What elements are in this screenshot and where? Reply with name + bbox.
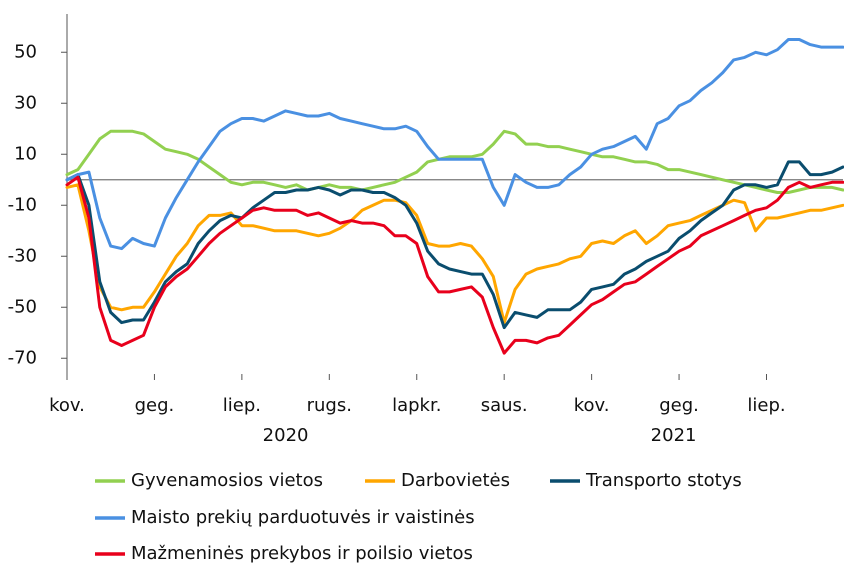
x-tick-label: kov.: [574, 395, 610, 416]
x-group-label: 2020: [263, 425, 309, 446]
x-tick-label: liep.: [747, 395, 785, 416]
x-tick-label: geg.: [659, 395, 699, 416]
y-tick-label: -70: [8, 347, 37, 368]
x-tick-label: rugs.: [307, 395, 352, 416]
x-group-label: 2021: [651, 425, 697, 446]
legend-label: Mažmeninės prekybos ir poilsio vietos: [131, 543, 473, 564]
y-tick-label: -50: [8, 296, 37, 317]
series-line: [65, 129, 844, 194]
x-tick-label: lapkr.: [392, 395, 441, 416]
x-tick-label: saus.: [481, 395, 528, 416]
series-line: [65, 160, 844, 330]
legend-label: Darbovietės: [401, 470, 510, 491]
y-tick-label: -10: [8, 194, 37, 215]
legend-label: Maisto prekių parduotuvės ir vaistinės: [131, 507, 475, 528]
y-tick-label: 10: [14, 143, 37, 164]
legend-label: Transporto stotys: [585, 470, 742, 491]
y-tick-label: 30: [14, 92, 37, 113]
series-line: [65, 38, 844, 251]
series-line: [65, 183, 844, 325]
legend-label: Gyvenamosios vietos: [131, 470, 323, 491]
y-tick-label: 50: [14, 41, 37, 62]
y-tick-label: -30: [8, 245, 37, 266]
x-tick-label: geg.: [135, 395, 175, 416]
series-line: [65, 175, 844, 355]
x-tick-label: kov.: [49, 395, 85, 416]
x-tick-label: liep.: [223, 395, 261, 416]
